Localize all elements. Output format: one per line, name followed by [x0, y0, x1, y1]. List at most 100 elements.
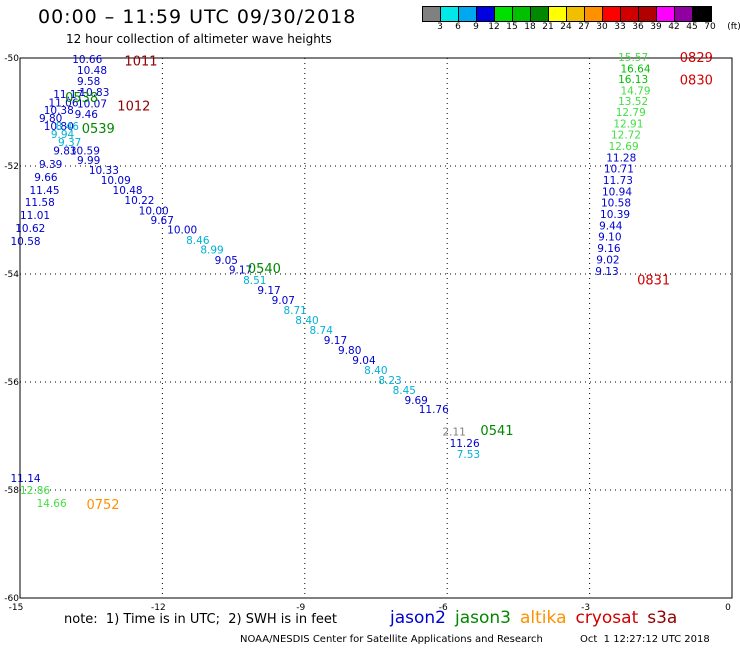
pass-time-annotation: 0831 [637, 273, 670, 288]
wave-height-value: 8.23 [378, 375, 401, 387]
wave-height-value: 9.80 [338, 345, 361, 357]
color-swatch [513, 7, 531, 21]
wave-height-value: 14.79 [620, 85, 650, 97]
wave-height-value: 11.73 [603, 175, 633, 187]
color-scale-label: 6 [455, 22, 461, 32]
color-scale-label: 45 [686, 22, 698, 32]
wave-height-value: 9.10 [598, 232, 621, 244]
color-scale-label: 9 [473, 22, 479, 32]
wave-height-value: 9.04 [352, 355, 376, 367]
color-swatch [495, 7, 513, 21]
wave-height-value: 11.28 [606, 152, 636, 164]
wave-height-value: 10.09 [101, 175, 131, 187]
wave-height-value: 9.17 [229, 265, 252, 277]
color-swatch [477, 7, 495, 21]
color-swatch [459, 7, 477, 21]
wave-height-value: 8.71 [283, 305, 306, 317]
generation-timestamp: Oct 1 12:27:12 UTC 2018 [580, 634, 710, 645]
color-scale-label: 15 [506, 22, 518, 32]
wave-height-value: 7.53 [457, 449, 480, 461]
y-tick-label: -54 [4, 270, 19, 280]
color-swatch [621, 7, 639, 21]
x-tick-label: -12 [151, 603, 166, 613]
x-tick-label: -6 [439, 603, 448, 613]
wave-height-value: 10.00 [139, 205, 169, 217]
wave-height-value: 9.37 [58, 137, 81, 149]
color-swatch [603, 7, 621, 21]
wave-height-value: 11.17 [53, 89, 83, 101]
pass-time-annotation: 0830 [680, 74, 713, 89]
wave-height-value: 9.83 [53, 145, 76, 157]
wave-height-value: 10.38 [44, 105, 74, 117]
wave-height-value: 9.16 [597, 243, 621, 255]
color-scale-label: 18 [524, 22, 536, 32]
wave-height-value: 8.46 [56, 121, 80, 133]
wave-height-value: 11.01 [20, 210, 50, 222]
wave-height-value: 11.26 [450, 438, 480, 450]
wave-height-value: 10.48 [77, 65, 107, 77]
footer-note: note: 1) Time is in UTC; 2) SWH is in fe… [64, 612, 337, 627]
wave-height-value: 10.59 [70, 145, 100, 157]
color-scale-label: (ft) [727, 22, 740, 32]
pass-time-annotation: 0752 [86, 498, 119, 513]
y-tick-label: -60 [4, 594, 19, 604]
wave-height-value: 11.14 [11, 473, 41, 485]
wave-height-value: 9.07 [272, 295, 295, 307]
wave-height-value: 16.13 [618, 74, 648, 86]
wave-height-value: 15.57 [618, 52, 648, 64]
color-swatch [675, 7, 693, 21]
color-scale-label: 12 [488, 22, 500, 32]
wave-height-value: 8.99 [200, 245, 223, 257]
pass-time-annotation: 1012 [117, 100, 150, 115]
wave-height-value: 10.48 [113, 185, 143, 197]
pass-time-annotation: 1011 [124, 55, 157, 70]
color-swatch [657, 7, 675, 21]
color-scale-bar [422, 6, 712, 22]
wave-height-value: 2.11 [442, 427, 465, 439]
y-tick-label: -50 [4, 54, 19, 64]
color-scale-label: 42 [668, 22, 680, 32]
wave-height-value: 13.52 [618, 96, 648, 108]
wave-height-value: 12.79 [616, 107, 646, 119]
color-scale-label: 21 [542, 22, 554, 32]
wave-height-value: 9.44 [599, 220, 623, 232]
wave-height-value: 8.46 [186, 235, 210, 247]
wave-height-value: 9.94 [51, 129, 75, 141]
wave-height-value: 9.39 [39, 159, 62, 171]
satellite-legend-cryosat: cryosat [575, 608, 639, 628]
wave-height-value: 10.80 [44, 121, 74, 133]
y-tick-label: -56 [4, 378, 19, 388]
wave-height-value: 10.07 [77, 98, 107, 110]
wave-height-value: 12.86 [20, 485, 50, 497]
wave-height-value: 10.58 [11, 236, 41, 248]
credit-text: NOAA/NESDIS Center for Satellite Applica… [240, 634, 543, 645]
wave-height-value: 9.69 [404, 395, 427, 407]
y-tick-label: -52 [4, 162, 19, 172]
wave-height-value: 14.66 [37, 498, 67, 510]
y-tick-label: -58 [4, 486, 19, 496]
wave-height-value: 9.67 [151, 215, 174, 227]
wave-height-value: 9.46 [75, 109, 99, 121]
wave-height-value: 10.58 [601, 198, 631, 210]
pass-time-annotation: 0829 [680, 51, 713, 66]
wave-height-value: 8.40 [364, 365, 387, 377]
wave-height-value: 10.22 [124, 195, 154, 207]
x-tick-label: -3 [581, 603, 590, 613]
x-tick-label: 0 [725, 603, 731, 613]
wave-height-value: 8.51 [243, 275, 266, 287]
wave-height-value: 9.66 [34, 172, 58, 184]
plot-frame [19, 57, 733, 599]
wave-height-value: 16.64 [620, 63, 650, 75]
pass-time-annotation: 0539 [82, 122, 115, 137]
satellite-legend-jason3: jason3 [455, 608, 511, 628]
wave-height-value: 9.80 [39, 113, 62, 125]
color-swatch [693, 7, 711, 21]
wave-height-value: 9.17 [324, 335, 347, 347]
color-swatch [441, 7, 459, 21]
wave-height-value: 8.45 [393, 385, 416, 397]
x-tick-label: -15 [9, 603, 24, 613]
color-scale-label: 39 [650, 22, 662, 32]
color-scale-label: 70 [704, 22, 716, 32]
color-swatch [585, 7, 603, 21]
wave-height-value: 12.72 [611, 130, 641, 142]
